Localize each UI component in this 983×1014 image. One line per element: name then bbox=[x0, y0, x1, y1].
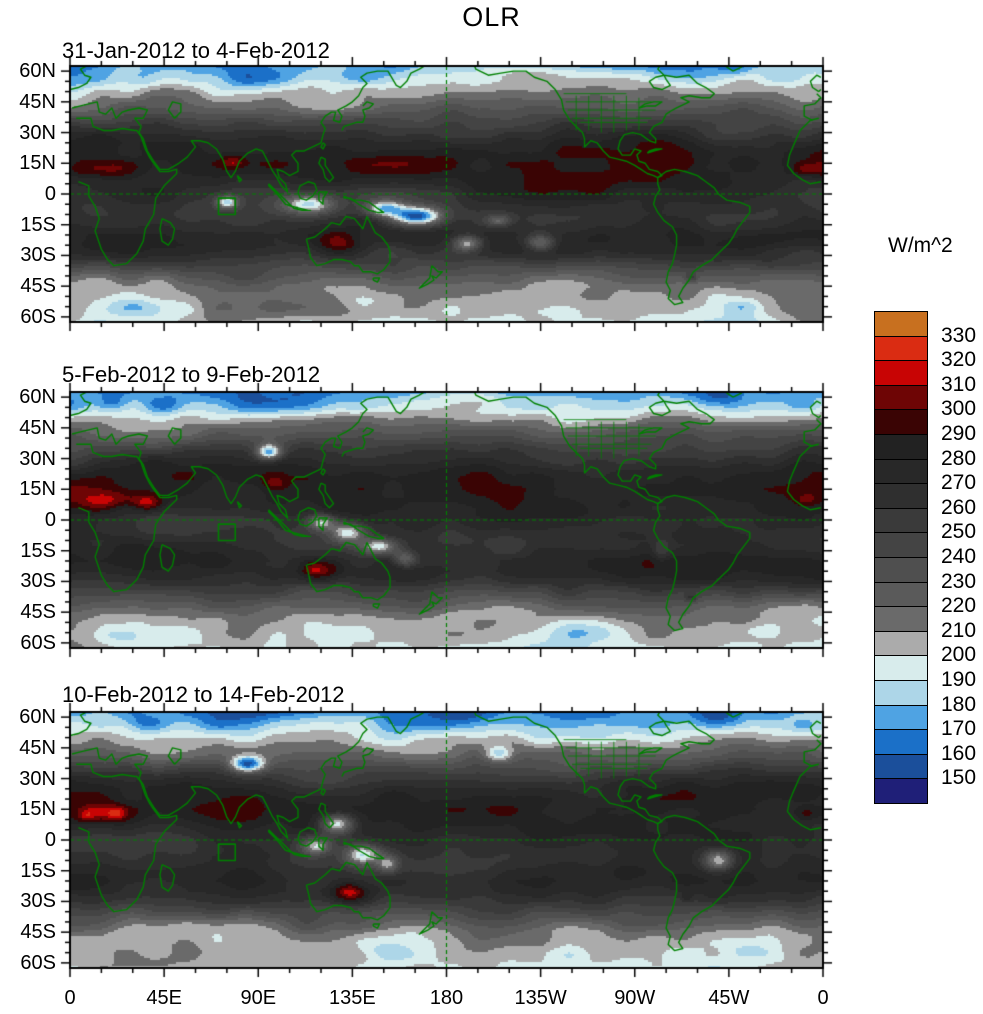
lat-tick-label: 60N bbox=[19, 60, 56, 83]
colorbar-tick-label: 320 bbox=[941, 348, 977, 372]
colorbar-tick-label: 240 bbox=[941, 545, 977, 568]
colorbar-units-label: W/m^2 bbox=[888, 234, 953, 257]
lat-tick-label: 45S bbox=[20, 601, 56, 624]
colorbar-tick-label: 190 bbox=[941, 668, 977, 691]
lat-tick-label: 45N bbox=[19, 90, 56, 113]
lat-tick-label: 0 bbox=[44, 829, 56, 851]
colorbar-tick-label: 250 bbox=[941, 520, 977, 544]
colorbar-tick-label: 260 bbox=[941, 495, 977, 519]
colorbar-tick-label: 280 bbox=[941, 446, 977, 470]
lat-tick-label: 60S bbox=[20, 631, 56, 654]
colorbar-cell bbox=[874, 753, 928, 780]
lat-tick-label: 60S bbox=[20, 951, 56, 974]
lon-tick-label: 90W bbox=[614, 987, 656, 1009]
colorbar-cell bbox=[874, 360, 928, 386]
lat-tick-label: 30S bbox=[20, 890, 56, 913]
lat-tick-label: 60N bbox=[19, 706, 56, 729]
colorbar-tick-label: 210 bbox=[941, 618, 977, 642]
colorbar-tick-label: 290 bbox=[941, 422, 977, 445]
lat-tick-label: 45S bbox=[20, 275, 56, 298]
colorbar-cell bbox=[874, 630, 928, 657]
lat-tick-label: 45N bbox=[19, 736, 56, 759]
colorbar-tick-label: 310 bbox=[941, 372, 977, 396]
lon-tick-label: 45W bbox=[708, 987, 750, 1009]
colorbar-cell bbox=[874, 680, 928, 706]
colorbar-cell bbox=[874, 507, 928, 534]
colorbar-cell bbox=[874, 778, 928, 804]
lon-tick-label: 90E bbox=[240, 987, 277, 1009]
lat-tick-label: 30S bbox=[20, 570, 56, 593]
lat-tick-label: 45S bbox=[20, 921, 56, 944]
lon-tick-label: 0 bbox=[817, 987, 829, 1009]
lon-tick-label: 0 bbox=[64, 987, 76, 1009]
lat-tick-label: 0 bbox=[44, 509, 56, 531]
lat-tick-label: 15S bbox=[20, 213, 56, 236]
lat-tick-label: 15S bbox=[20, 539, 56, 562]
colorbar-cell bbox=[874, 458, 928, 485]
lat-tick-label: 60S bbox=[20, 305, 56, 328]
colorbar-cell bbox=[874, 384, 928, 411]
colorbar-cell bbox=[874, 434, 928, 460]
colorbar-tick-label: 180 bbox=[941, 692, 977, 716]
colorbar-cell bbox=[874, 409, 928, 435]
colorbar-tick-label: 270 bbox=[941, 471, 977, 495]
colorbar-tick-label: 230 bbox=[941, 569, 977, 593]
lat-tick-label: 15N bbox=[19, 798, 56, 821]
colorbar-tick-label: 220 bbox=[941, 594, 977, 618]
lat-tick-label: 30N bbox=[19, 121, 56, 144]
colorbar-tick-label: 160 bbox=[941, 741, 977, 765]
map-panel-3 bbox=[58, 700, 835, 980]
lat-tick-label: 60N bbox=[19, 386, 56, 409]
colorbar-cell bbox=[874, 729, 928, 755]
colorbar-cell bbox=[874, 532, 928, 558]
lat-tick-label: 15N bbox=[19, 152, 56, 175]
map-panel-2 bbox=[58, 380, 835, 660]
colorbar-tick-label: 300 bbox=[941, 397, 977, 421]
lon-tick-label: 180 bbox=[429, 987, 464, 1009]
colorbar-tick-label: 330 bbox=[941, 323, 977, 347]
colorbar-tick-label: 170 bbox=[941, 717, 977, 741]
colorbar-cell bbox=[874, 606, 928, 632]
colorbar-cell bbox=[874, 557, 928, 583]
lat-tick-label: 30N bbox=[19, 767, 56, 790]
lon-tick-label: 135E bbox=[329, 987, 376, 1009]
lat-tick-label: 45N bbox=[19, 416, 56, 439]
colorbar-cell bbox=[874, 655, 928, 681]
colorbar-cell bbox=[874, 704, 928, 731]
colorbar-tick-label: 150 bbox=[941, 766, 977, 790]
colorbar-cell bbox=[874, 581, 928, 608]
lat-tick-label: 15N bbox=[19, 478, 56, 501]
colorbar-cell bbox=[874, 311, 928, 337]
lat-tick-label: 30S bbox=[20, 244, 56, 267]
lat-tick-label: 0 bbox=[44, 183, 56, 205]
colorbar-cell bbox=[874, 483, 928, 509]
lon-tick-label: 45E bbox=[146, 987, 182, 1009]
figure-title: OLR bbox=[462, 2, 521, 32]
colorbar-cell bbox=[874, 335, 928, 362]
map-panel-1 bbox=[58, 54, 835, 334]
lat-tick-label: 15S bbox=[20, 859, 56, 882]
lon-tick-label: 135W bbox=[514, 987, 567, 1009]
colorbar-tick-label: 200 bbox=[941, 643, 977, 667]
lat-tick-label: 30N bbox=[19, 447, 56, 470]
